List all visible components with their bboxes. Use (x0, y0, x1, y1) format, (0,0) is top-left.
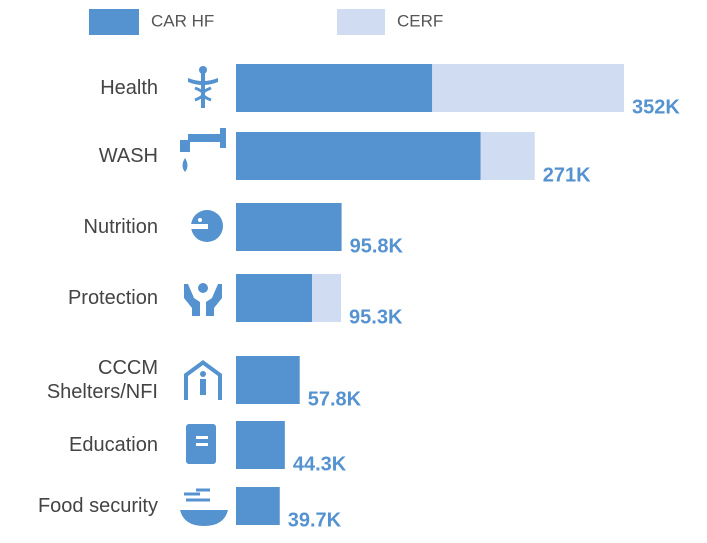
category-label: Health (100, 77, 158, 99)
category-label: Education (69, 434, 158, 456)
food-icon (180, 488, 228, 526)
protection-icon (184, 283, 222, 316)
legend-swatch (337, 9, 385, 35)
category-label: WASH (98, 145, 158, 167)
value-label: 44.3K (293, 453, 347, 475)
value-label: 352K (632, 96, 680, 118)
shelter-icon (184, 360, 222, 400)
value-label: 39.7K (288, 509, 342, 531)
bar-segment (236, 274, 313, 322)
category-label: Protection (67, 287, 158, 309)
icons (180, 66, 228, 526)
bar-segment (236, 64, 433, 112)
bar-segment (236, 487, 280, 525)
value-label: 95.3K (349, 306, 403, 328)
value-label: 95.8K (350, 235, 404, 257)
legend-label: CAR HF (151, 11, 214, 30)
education-icon (186, 424, 216, 464)
legend-label: CERF (397, 11, 443, 30)
category-label: CCCM Shelters/NFI (46, 357, 158, 403)
bar-segment (236, 356, 300, 404)
category-label: Nutrition (83, 216, 158, 238)
bar-segment (432, 64, 624, 112)
bar-segment (480, 132, 535, 180)
bar-segment (236, 132, 481, 180)
wash-icon (180, 128, 226, 172)
category-label: Food security (37, 495, 158, 517)
bar-segment (236, 421, 285, 469)
health-icon (188, 66, 218, 108)
legend-swatch (89, 9, 139, 35)
bar-segment (312, 274, 342, 322)
value-label: 57.8K (308, 388, 362, 410)
value-label: 271K (543, 164, 591, 186)
nutrition-icon (186, 210, 223, 242)
bar-segment (236, 203, 342, 251)
